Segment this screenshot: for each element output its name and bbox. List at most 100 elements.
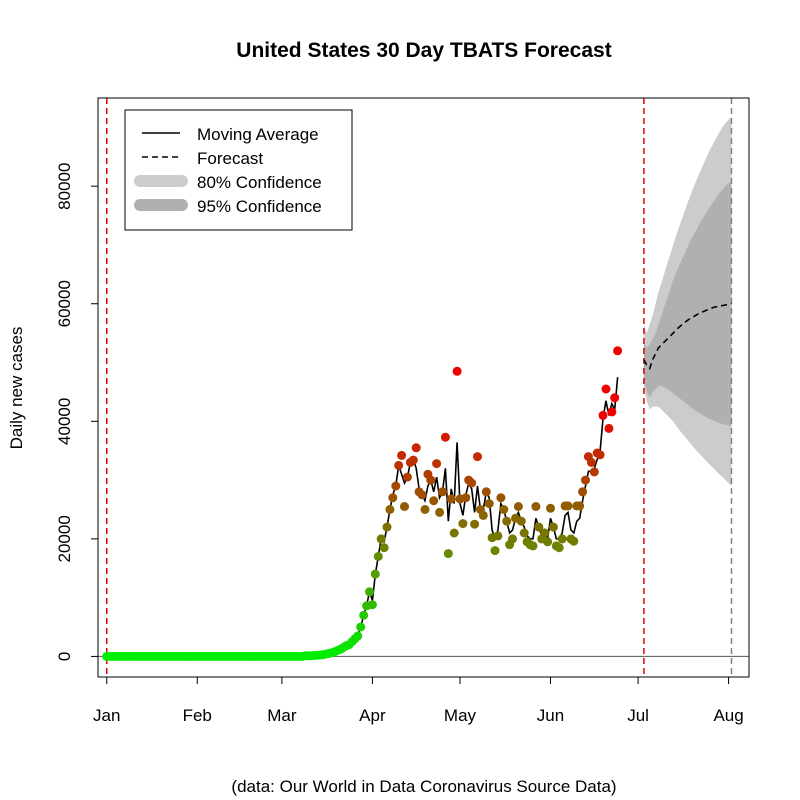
- data-point: [493, 531, 503, 541]
- legend-label: 80% Confidence: [197, 173, 322, 192]
- legend: Moving Average Forecast 80% Confidence 95% …: [124, 109, 353, 231]
- data-point: [420, 505, 430, 514]
- data-point: [604, 423, 614, 433]
- legend-label: Forecast: [197, 149, 263, 168]
- data-point: [502, 516, 512, 526]
- data-point: [353, 631, 363, 641]
- data-point: [601, 384, 611, 394]
- data-point: [595, 450, 605, 460]
- data-point: [408, 455, 418, 465]
- data-point: [359, 610, 369, 620]
- confidence-bands: [643, 116, 732, 487]
- data-point: [449, 528, 459, 538]
- data-point: [519, 528, 529, 538]
- y-tick-label: 80000: [55, 163, 74, 210]
- y-tick-label: 20000: [55, 515, 74, 562]
- data-point: [540, 528, 550, 538]
- data-point: [516, 516, 526, 526]
- x-tick-label: Jun: [537, 706, 564, 725]
- data-point: [528, 541, 538, 551]
- data-point: [546, 503, 555, 513]
- data-point: [382, 522, 392, 532]
- x-axis: Jan Feb Mar Apr May Jun Jul Aug: [93, 676, 744, 725]
- data-point: [607, 407, 617, 417]
- data-point: [575, 501, 585, 511]
- x-tick-label: Feb: [183, 706, 212, 725]
- data-point: [534, 522, 544, 532]
- data-point: [435, 507, 445, 517]
- y-tick-label: 60000: [55, 280, 74, 327]
- data-point: [578, 487, 588, 497]
- data-point: [394, 460, 404, 470]
- forecast-line: [643, 302, 732, 370]
- data-point: [400, 502, 409, 511]
- x-tick-label: Jan: [93, 706, 120, 725]
- data-point: [610, 393, 620, 403]
- data-point: [356, 622, 366, 632]
- data-point: [470, 519, 480, 529]
- data-point: [554, 543, 564, 553]
- data-point: [513, 502, 523, 511]
- y-tick-label: 0: [55, 652, 74, 661]
- data-point: [385, 505, 395, 514]
- y-axis-title: Daily new cases: [7, 327, 26, 450]
- legend-label: 95% Confidence: [197, 197, 322, 216]
- x-tick-label: Jul: [627, 706, 649, 725]
- data-point: [508, 534, 517, 544]
- data-point: [569, 536, 579, 546]
- data-point: [598, 410, 608, 420]
- data-point: [438, 487, 447, 497]
- data-point: [391, 481, 401, 491]
- data-point: [499, 505, 509, 514]
- data-point: [429, 496, 439, 506]
- data-point: [543, 537, 553, 547]
- data-point: [443, 549, 453, 559]
- data-point: [490, 546, 500, 556]
- data-point: [440, 432, 450, 442]
- data-point: [417, 490, 427, 500]
- x-tick-label: Mar: [267, 706, 297, 725]
- legend-label: Moving Average: [197, 125, 319, 144]
- data-point: [586, 457, 596, 467]
- data-point: [376, 534, 386, 544]
- data-point: [478, 510, 488, 520]
- data-point: [467, 478, 477, 488]
- data-point: [367, 600, 377, 610]
- data-point: [589, 467, 599, 477]
- x-tick-label: Apr: [359, 706, 386, 725]
- data-point: [365, 587, 374, 597]
- data-point: [613, 346, 623, 356]
- confidence-band-inner: [643, 181, 732, 426]
- chart-title: United States 30 Day TBATS Forecast: [236, 39, 611, 62]
- data-point: [581, 475, 590, 485]
- data-point: [373, 552, 383, 561]
- data-point: [370, 569, 380, 579]
- y-tick-label: 40000: [55, 398, 74, 445]
- data-point: [426, 475, 436, 485]
- x-tick-label: Aug: [713, 706, 743, 725]
- data-point: [411, 443, 421, 453]
- data-point: [379, 543, 389, 553]
- data-point: [484, 499, 494, 509]
- data-point: [446, 494, 456, 504]
- y-axis: 0 20000 40000 60000 80000: [55, 163, 99, 661]
- data-source-caption: (data: Our World in Data Coronavirus Sou…: [231, 777, 616, 796]
- data-point: [548, 522, 558, 532]
- x-tick-label: May: [444, 706, 477, 725]
- data-point: [397, 450, 407, 460]
- data-point: [402, 472, 412, 482]
- data-point: [531, 502, 541, 511]
- data-point: [563, 501, 573, 511]
- data-point: [388, 493, 398, 503]
- data-point: [496, 493, 506, 503]
- data-point: [557, 534, 567, 544]
- data-series: [106, 302, 732, 658]
- daily-case-points: [102, 346, 623, 661]
- data-point: [473, 452, 482, 462]
- data-point: [481, 487, 491, 497]
- data-point: [458, 519, 468, 529]
- data-point: [461, 493, 471, 503]
- data-point: [432, 459, 442, 469]
- data-point: [452, 366, 462, 376]
